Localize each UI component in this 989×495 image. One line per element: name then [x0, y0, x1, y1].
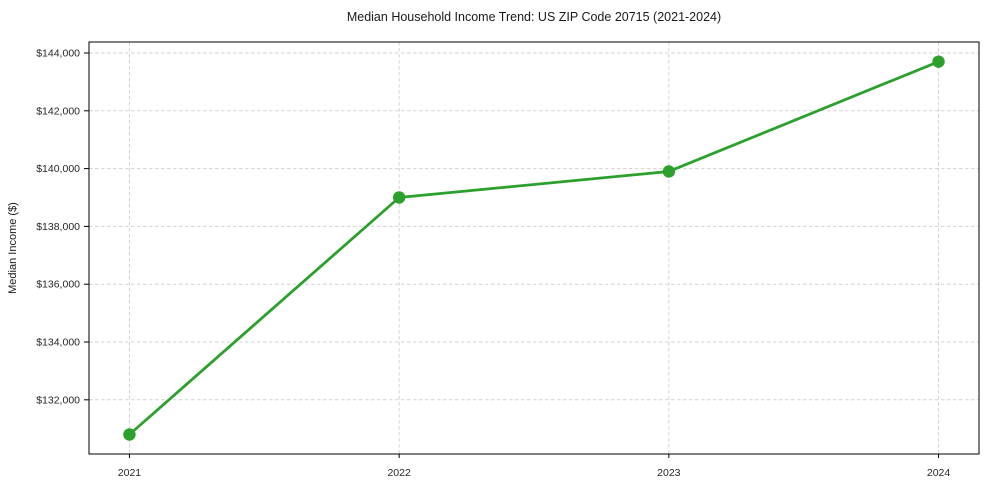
y-axis-label: Median Income ($) — [7, 202, 19, 294]
chart-title: Median Household Income Trend: US ZIP Co… — [347, 10, 721, 24]
trend-line — [128, 60, 940, 436]
axis-ticks: 2021 2022 2023 2024 $132,000 $134,000 $136,000… — [36, 47, 950, 479]
gridlines — [89, 42, 979, 454]
y-tick-label: $136,000 — [36, 279, 80, 291]
y-tick-label: $144,000 — [36, 47, 80, 59]
y-tick-label: $134,000 — [36, 337, 80, 349]
y-tick-label: $140,000 — [36, 163, 80, 175]
data-point-marker — [662, 165, 676, 178]
data-point-marker — [932, 55, 945, 68]
plot-area-border — [88, 41, 980, 455]
x-tick-label: 2023 — [657, 467, 681, 479]
data-point-marker — [392, 191, 406, 204]
income-trend-series — [123, 55, 945, 441]
x-tick-label: 2024 — [927, 467, 951, 479]
y-tick-label: $138,000 — [36, 221, 80, 233]
x-tick-label: 2021 — [118, 467, 142, 479]
data-point-marker — [123, 428, 136, 441]
y-tick-label: $132,000 — [36, 394, 80, 406]
x-tick-label: 2022 — [387, 467, 411, 479]
y-tick-label: $142,000 — [36, 105, 80, 117]
